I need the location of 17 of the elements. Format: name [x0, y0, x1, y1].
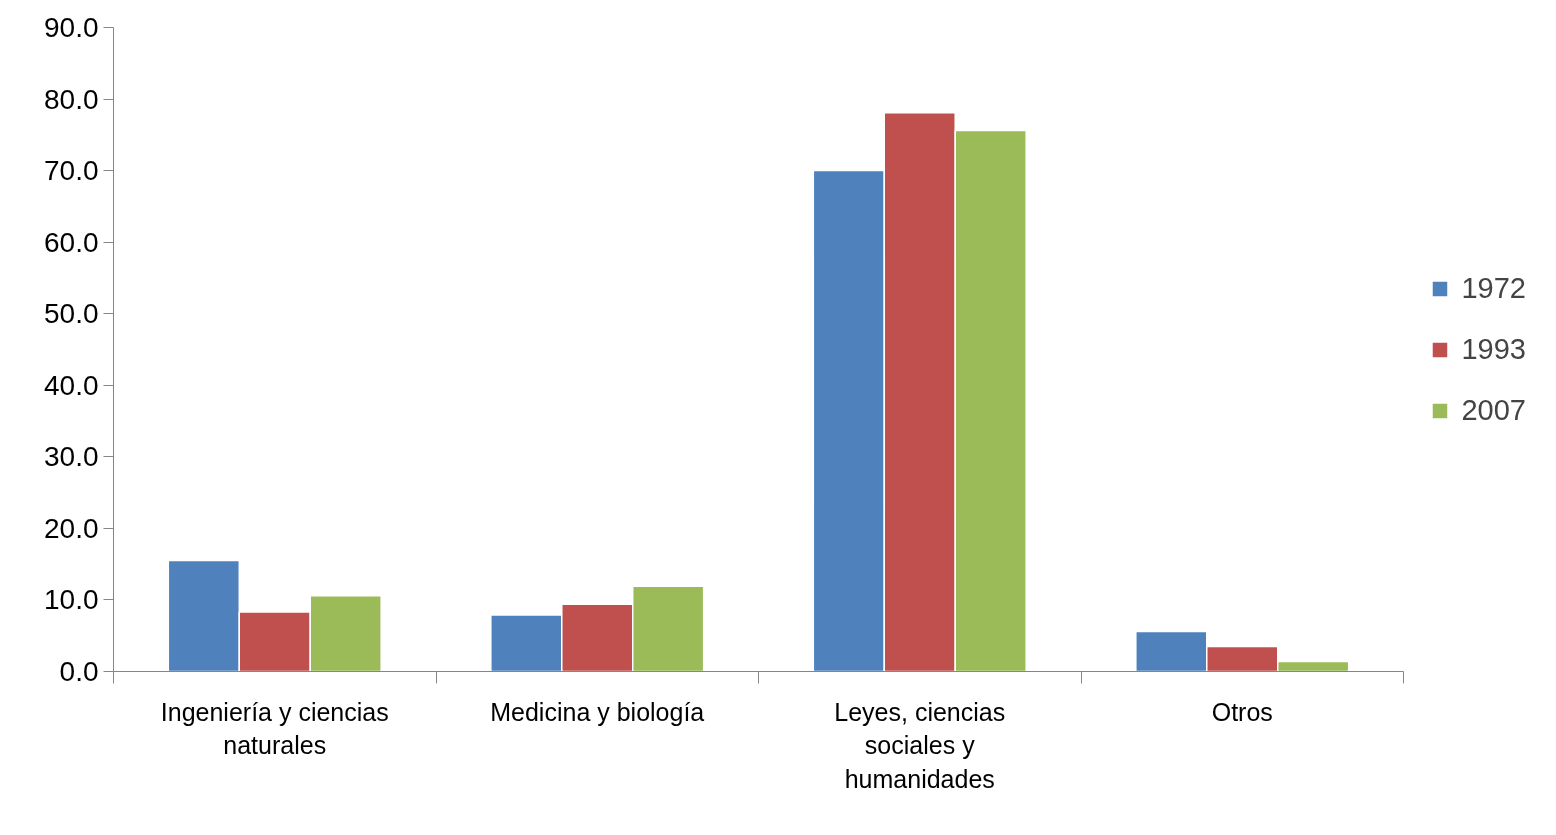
legend-label: 2007	[1461, 393, 1526, 427]
y-tick-label: 40.0	[44, 369, 99, 401]
y-tick-label: 10.0	[44, 584, 99, 616]
legend-label: 1993	[1461, 332, 1526, 366]
y-tick-label: 50.0	[44, 298, 99, 330]
y-tick-label: 0.0	[59, 656, 99, 687]
y-tick-label: 60.0	[44, 226, 99, 258]
x-tick-label: Leyes, ciencias sociales y humanidades	[834, 697, 1006, 793]
y-tick-label: 20.0	[44, 512, 99, 544]
y-tick-label: 90.0	[44, 12, 99, 43]
y-tick-label: 30.0	[44, 441, 99, 473]
legend-label: 1972	[1461, 271, 1526, 305]
x-tick-label: Medicina y biología	[490, 697, 705, 726]
y-tick-label: 80.0	[44, 83, 99, 115]
y-tick-label: 70.0	[44, 155, 99, 187]
x-tick-label: Otros	[1211, 697, 1273, 726]
x-tick-label: Ingeniería y ciencias naturales	[160, 697, 389, 760]
